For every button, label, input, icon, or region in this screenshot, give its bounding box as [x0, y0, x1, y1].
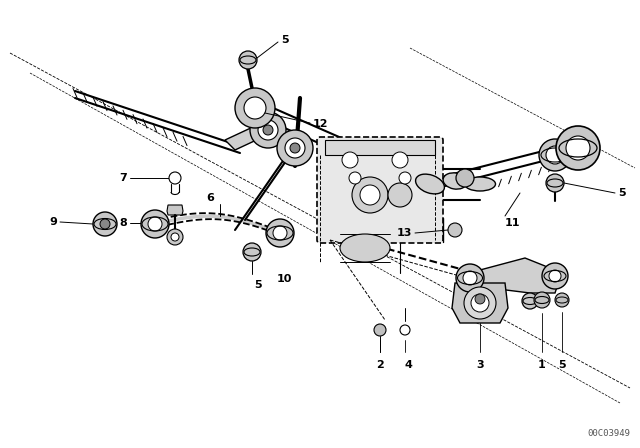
- Circle shape: [566, 136, 590, 160]
- Ellipse shape: [443, 173, 467, 189]
- Circle shape: [456, 169, 474, 187]
- Circle shape: [464, 287, 496, 319]
- Text: 5: 5: [254, 280, 262, 290]
- Circle shape: [360, 185, 380, 205]
- Circle shape: [169, 172, 181, 184]
- Polygon shape: [452, 283, 508, 323]
- Circle shape: [392, 152, 408, 168]
- Polygon shape: [167, 205, 183, 215]
- Text: 12: 12: [313, 119, 328, 129]
- Circle shape: [171, 233, 179, 241]
- Ellipse shape: [415, 174, 444, 194]
- Text: 4: 4: [404, 360, 412, 370]
- Circle shape: [352, 177, 388, 213]
- Circle shape: [546, 146, 564, 164]
- Text: 7: 7: [119, 173, 127, 183]
- Circle shape: [100, 219, 110, 229]
- Circle shape: [522, 293, 538, 309]
- Circle shape: [546, 174, 564, 192]
- Circle shape: [555, 293, 569, 307]
- Text: 5: 5: [281, 35, 289, 45]
- Ellipse shape: [465, 177, 495, 191]
- Text: 5: 5: [558, 360, 566, 370]
- Text: 3: 3: [476, 360, 484, 370]
- Circle shape: [244, 97, 266, 119]
- Circle shape: [475, 294, 485, 304]
- Circle shape: [93, 212, 117, 236]
- Circle shape: [273, 226, 287, 240]
- Text: 2: 2: [376, 360, 384, 370]
- Circle shape: [539, 139, 571, 171]
- FancyBboxPatch shape: [317, 137, 443, 243]
- Polygon shape: [325, 140, 435, 155]
- Circle shape: [534, 292, 550, 308]
- Circle shape: [285, 138, 305, 158]
- Ellipse shape: [340, 234, 390, 262]
- Circle shape: [235, 88, 275, 128]
- Circle shape: [342, 152, 358, 168]
- Text: 11: 11: [505, 218, 520, 228]
- Circle shape: [243, 243, 261, 261]
- Circle shape: [388, 183, 412, 207]
- Polygon shape: [225, 126, 265, 150]
- Circle shape: [399, 172, 411, 184]
- Circle shape: [448, 223, 462, 237]
- Circle shape: [148, 217, 162, 231]
- Text: 1: 1: [538, 360, 546, 370]
- Circle shape: [141, 210, 169, 238]
- Text: 6: 6: [206, 193, 214, 203]
- Circle shape: [471, 294, 489, 312]
- Text: 13: 13: [397, 228, 412, 238]
- Circle shape: [277, 130, 313, 166]
- Circle shape: [266, 219, 294, 247]
- Circle shape: [456, 264, 484, 292]
- Circle shape: [549, 270, 561, 282]
- Circle shape: [290, 143, 300, 153]
- Text: 9: 9: [49, 217, 57, 227]
- Circle shape: [374, 324, 386, 336]
- Circle shape: [258, 120, 278, 140]
- Circle shape: [463, 271, 477, 285]
- Circle shape: [349, 172, 361, 184]
- Text: 5: 5: [618, 188, 626, 198]
- Polygon shape: [465, 258, 560, 293]
- Text: 10: 10: [277, 274, 292, 284]
- Circle shape: [167, 229, 183, 245]
- Circle shape: [239, 51, 257, 69]
- Text: 8: 8: [119, 218, 127, 228]
- Circle shape: [556, 126, 600, 170]
- Circle shape: [400, 325, 410, 335]
- Text: 00C03949: 00C03949: [587, 429, 630, 438]
- Circle shape: [250, 112, 286, 148]
- Circle shape: [263, 125, 273, 135]
- Circle shape: [542, 263, 568, 289]
